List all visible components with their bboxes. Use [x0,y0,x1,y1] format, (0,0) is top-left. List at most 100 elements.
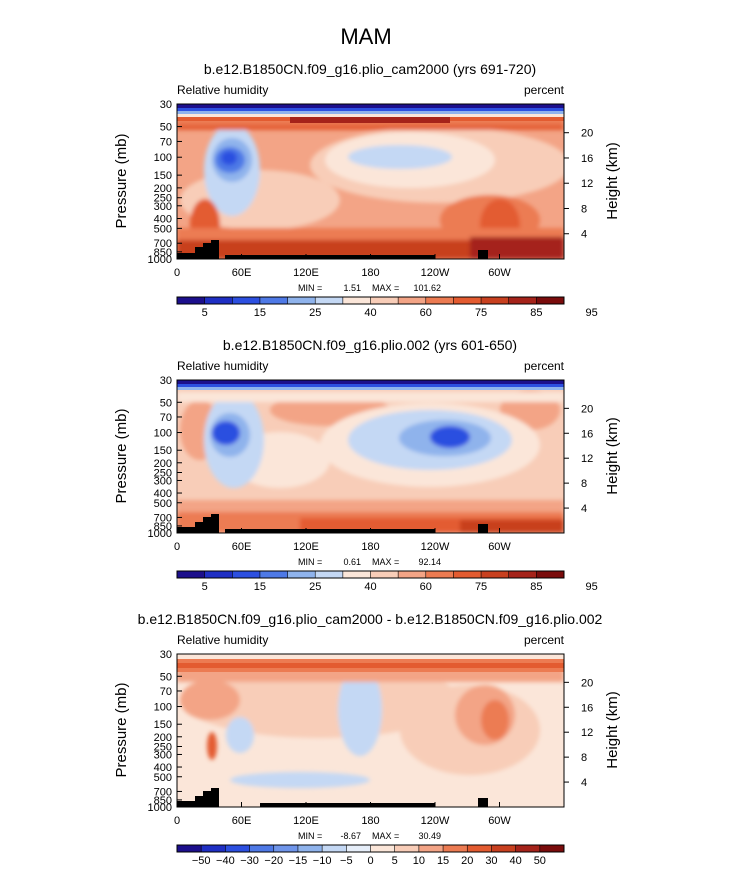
x-tick-label: 180 [361,267,379,279]
colorbar-swatch [346,845,371,852]
colorbar-swatch [508,571,537,578]
height-tick-label: 20 [581,677,593,689]
y-tick-label: 100 [154,428,172,440]
y-tick-label: 1000 [148,528,172,540]
x-tick-label: 120W [421,267,450,279]
colorbar-label: −20 [264,855,283,867]
colorbar-swatch [508,297,537,304]
y-tick-label: 100 [154,702,172,714]
y-tick-label: 500 [154,772,172,784]
x-tick-label: 120W [421,541,450,553]
colorbar-swatch [515,845,541,852]
units-label: percent [524,359,565,373]
colorbar-label: −30 [240,855,259,867]
y-tick-label: 850 [154,521,172,533]
panel-3: b.e12.B1850CN.f09_g16.plio_cam2000 - b.e… [113,611,621,867]
y-tick-label: 300 [154,475,172,487]
colorbar-label: 20 [461,855,473,867]
panel-title: b.e12.B1850CN.f09_g16.plio.002 (yrs 601-… [223,337,517,353]
height-tick-label: 4 [581,229,587,241]
colorbar-label: 15 [254,581,266,593]
max-label: MAX = [372,557,399,567]
y-tick-label: 200 [154,458,172,470]
colorbar-swatch [536,297,565,304]
min-value: 1.51 [343,283,361,293]
max-label: MAX = [372,831,399,841]
x-tick-label: 60E [232,267,252,279]
y-tick-label: 50 [160,397,172,409]
y-tick-label: 50 [160,122,172,134]
colorbar-swatch [259,297,288,304]
colorbar-label: 95 [586,307,598,319]
min-max-readout: MIN = 0.61 MAX = 92.14 [298,557,441,567]
colorbar-label: 25 [309,581,321,593]
height-tick-label: 8 [581,752,587,764]
y-axis-right-title: Height (km) [604,142,621,220]
colorbar-label: 75 [475,307,487,319]
colorbar-label: −50 [192,855,211,867]
colorbar-swatch [297,845,323,852]
min-label: MIN = [298,831,322,841]
panel-1: b.e12.B1850CN.f09_g16.plio_cam2000 (yrs … [113,61,621,319]
y-tick-label: 300 [154,201,172,213]
colorbar-swatch [418,845,444,852]
colorbar-swatch [225,845,250,852]
height-tick-label: 16 [581,153,593,165]
y-tick-label: 70 [160,412,172,424]
x-tick-label: 60E [232,815,252,827]
contour-field [177,104,564,259]
colorbar-label: 5 [392,855,398,867]
height-tick-label: 4 [581,503,587,515]
height-tick-label: 8 [581,478,587,490]
colorbar-swatch [425,571,454,578]
contour-field [177,654,564,807]
height-tick-label: 20 [581,128,593,140]
y-axis-title: Pressure (mb) [113,408,130,503]
y-tick-label: 150 [154,170,172,182]
y-tick-label: 150 [154,445,172,457]
colorbar-label: 0 [367,855,373,867]
colorbar-label: 50 [534,855,546,867]
height-axis: 4 8 12 16 20 [564,403,593,515]
variable-label: Relative humidity [177,83,268,97]
y-tick-label: 700 [154,512,172,524]
colorbar-swatch [315,297,344,304]
colorbar-label: −40 [216,855,235,867]
y-tick-label: 400 [154,213,172,225]
min-label: MIN = [298,557,322,567]
colorbar-label: 5 [202,581,208,593]
colorbar-swatch [342,297,371,304]
colorbar-label: 5 [202,307,208,319]
colorbar-swatch [287,297,316,304]
colorbar-swatch [536,571,565,578]
colorbar-label: 60 [420,581,432,593]
x-tick-label: 60W [488,267,511,279]
contour-field [177,380,564,533]
colorbar-swatch [177,571,205,578]
colorbar-swatch [342,571,371,578]
min-value: 0.61 [343,557,361,567]
x-tick-label: 180 [361,815,379,827]
colorbar-swatch [322,845,347,852]
colorbar: 5 15 25 40 60 75 85 95 [176,296,598,319]
colorbar-swatch [425,297,454,304]
y-tick-label: 70 [160,136,172,148]
colorbar-swatch [481,571,510,578]
y-tick-label: 200 [154,183,172,195]
height-axis: 4 8 12 16 20 [564,128,593,241]
min-max-readout: MIN = 1.51 MAX = 101.62 [298,283,441,293]
x-tick-label: 120E [293,815,319,827]
x-axis: 0 60E 120E 180 120W 60W [174,254,511,279]
panel-title: b.e12.B1850CN.f09_g16.plio_cam2000 - b.e… [138,611,603,627]
x-tick-label: 60E [232,541,252,553]
colorbar-swatch [467,845,492,852]
colorbar-swatch [443,845,468,852]
colorbar-label: 40 [364,581,376,593]
colorbar-swatch [481,297,510,304]
max-label: MAX = [372,283,399,293]
colorbar-swatch [539,845,565,852]
height-tick-label: 12 [581,453,593,465]
season-title: MAM [340,24,391,49]
